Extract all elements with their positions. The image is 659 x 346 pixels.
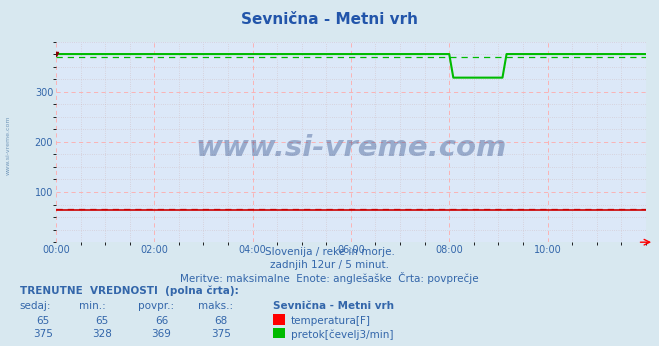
Text: Slovenija / reke in morje.: Slovenija / reke in morje.: [264, 247, 395, 257]
Text: maks.:: maks.:: [198, 301, 233, 311]
Text: 65: 65: [96, 316, 109, 326]
Text: TRENUTNE  VREDNOSTI  (polna črta):: TRENUTNE VREDNOSTI (polna črta):: [20, 285, 239, 296]
Text: 328: 328: [92, 329, 112, 339]
Text: 66: 66: [155, 316, 168, 326]
Text: pretok[čevelj3/min]: pretok[čevelj3/min]: [291, 329, 393, 340]
Text: 369: 369: [152, 329, 171, 339]
Text: 68: 68: [214, 316, 227, 326]
Text: Meritve: maksimalne  Enote: anglešaške  Črta: povprečje: Meritve: maksimalne Enote: anglešaške Čr…: [180, 272, 479, 284]
Text: min.:: min.:: [79, 301, 106, 311]
Text: www.si-vreme.com: www.si-vreme.com: [195, 134, 507, 162]
Text: 65: 65: [36, 316, 49, 326]
Text: zadnjih 12ur / 5 minut.: zadnjih 12ur / 5 minut.: [270, 260, 389, 270]
Text: povpr.:: povpr.:: [138, 301, 175, 311]
Text: 375: 375: [211, 329, 231, 339]
Text: 375: 375: [33, 329, 53, 339]
Text: Sevnična - Metni vrh: Sevnična - Metni vrh: [273, 301, 395, 311]
Text: Sevnična - Metni vrh: Sevnična - Metni vrh: [241, 12, 418, 27]
Text: www.si-vreme.com: www.si-vreme.com: [5, 116, 11, 175]
Text: temperatura[F]: temperatura[F]: [291, 316, 370, 326]
Text: sedaj:: sedaj:: [20, 301, 51, 311]
